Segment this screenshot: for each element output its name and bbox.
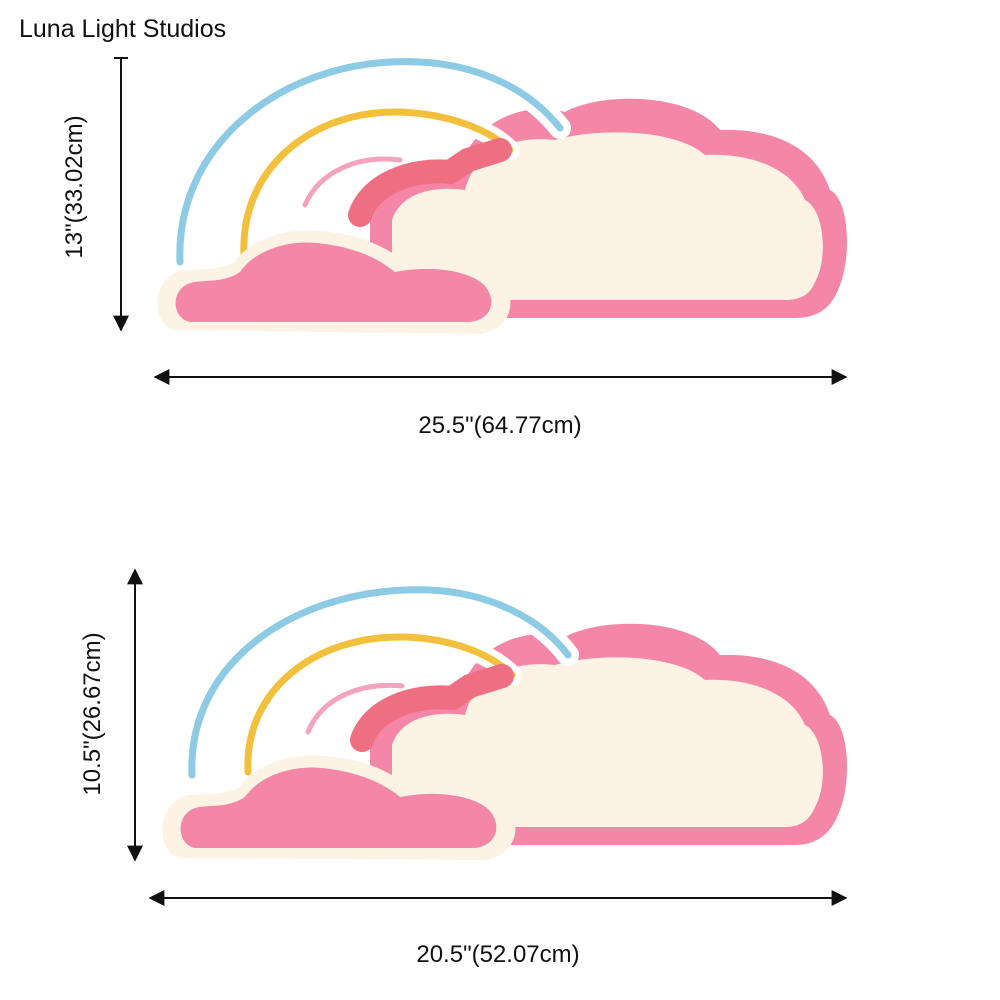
width-label: 25.5"(64.77cm) [418, 412, 582, 439]
height-label: 13"(33.02cm) [61, 115, 88, 259]
brand-watermark: Luna Light Studios [19, 15, 227, 43]
small-cloud-shape [157, 230, 511, 334]
height-label: 10.5"(26.67cm) [79, 632, 106, 796]
small-cloud-shape [162, 755, 516, 860]
rainbow-arcs [180, 578, 579, 786]
rainbow-arcs [168, 50, 571, 273]
cloud-rainbow-lamp-small [127, 568, 848, 906]
width-label: 20.5"(52.07cm) [416, 941, 580, 968]
cloud-rainbow-lamp-large [113, 50, 848, 385]
product-large: 13"(33.02cm) 25.5"(64.77cm) [61, 50, 848, 439]
product-small: 10.5"(26.67cm) 20.5"(52.07cm) [0, 500, 1000, 1000]
